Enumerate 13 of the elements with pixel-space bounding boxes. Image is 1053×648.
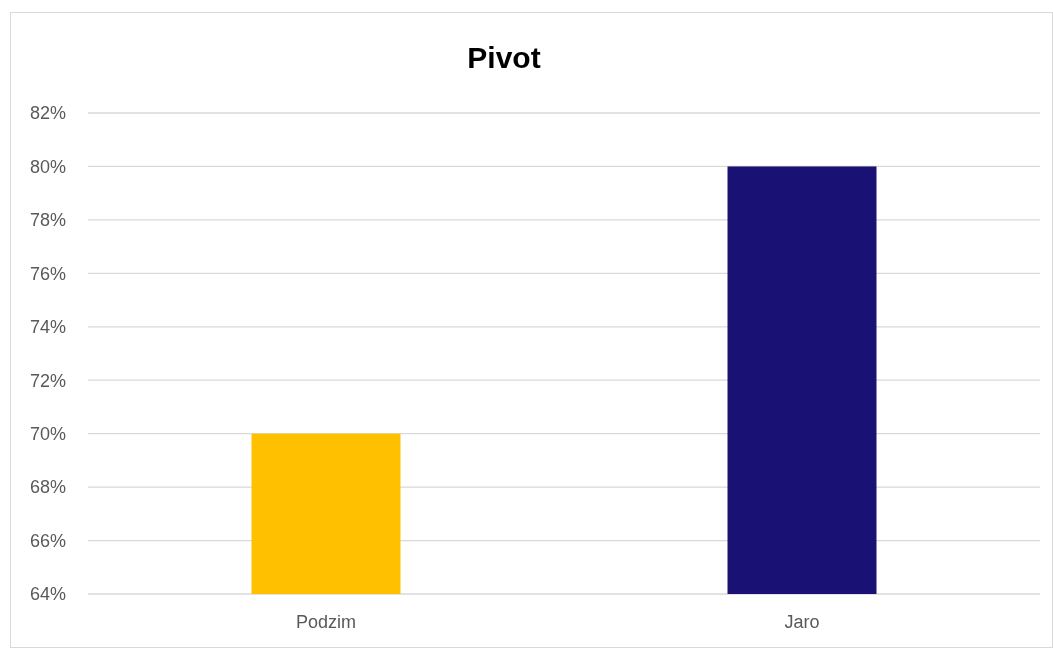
y-tick-label: 70% bbox=[29, 423, 66, 444]
y-tick-label: 66% bbox=[29, 530, 66, 551]
y-tick-label: 80% bbox=[29, 156, 66, 177]
y-tick-label: 74% bbox=[29, 317, 66, 338]
y-tick-label: 64% bbox=[29, 584, 66, 605]
y-tick-label: 72% bbox=[29, 370, 66, 391]
y-tick-label: 68% bbox=[29, 477, 66, 498]
x-tick-label: Podzim bbox=[295, 612, 357, 632]
y-tick-label: 82% bbox=[29, 103, 66, 124]
chart-title: Pivot bbox=[467, 41, 541, 74]
y-tick-label: 78% bbox=[29, 210, 66, 231]
x-tick-label: Jaro bbox=[784, 612, 820, 632]
y-tick-label: 76% bbox=[29, 263, 66, 284]
